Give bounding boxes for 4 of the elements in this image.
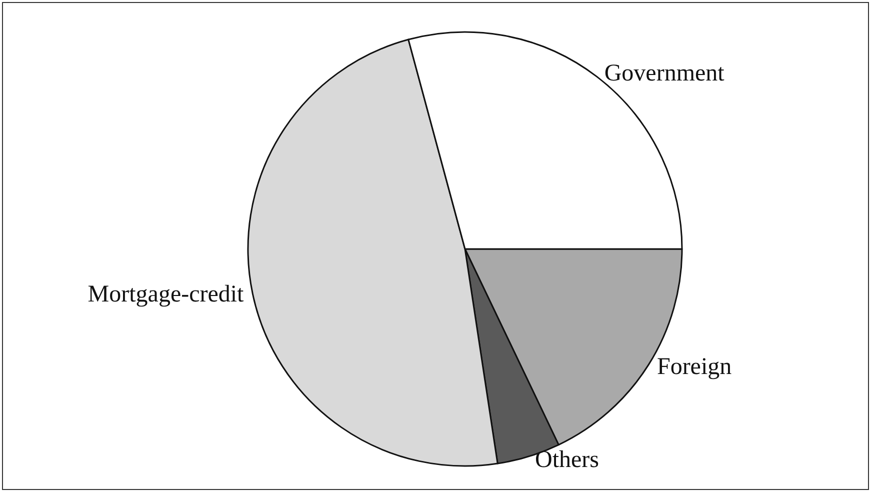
slice-label: Mortgage-credit — [88, 281, 244, 308]
slice-label: Foreign — [656, 354, 732, 380]
slice-label: Government — [604, 60, 725, 87]
slice-label: Others — [534, 447, 599, 474]
